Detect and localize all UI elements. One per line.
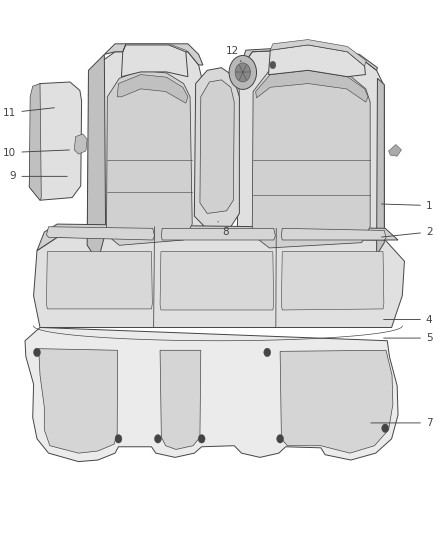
Polygon shape bbox=[160, 252, 274, 310]
Polygon shape bbox=[87, 54, 106, 261]
Circle shape bbox=[277, 434, 283, 443]
Text: 10: 10 bbox=[4, 148, 69, 158]
Polygon shape bbox=[74, 134, 87, 154]
Circle shape bbox=[382, 424, 389, 432]
Polygon shape bbox=[252, 66, 370, 248]
Polygon shape bbox=[39, 349, 118, 453]
Polygon shape bbox=[240, 46, 378, 70]
Polygon shape bbox=[123, 44, 188, 52]
Polygon shape bbox=[46, 227, 155, 240]
Polygon shape bbox=[160, 350, 201, 449]
Polygon shape bbox=[200, 80, 234, 214]
Circle shape bbox=[115, 434, 122, 443]
Polygon shape bbox=[37, 224, 398, 251]
Polygon shape bbox=[237, 49, 384, 261]
Polygon shape bbox=[29, 84, 41, 200]
Polygon shape bbox=[29, 82, 81, 200]
Polygon shape bbox=[281, 252, 384, 310]
Text: 2: 2 bbox=[381, 227, 432, 237]
Polygon shape bbox=[34, 237, 404, 327]
Polygon shape bbox=[270, 39, 366, 66]
Circle shape bbox=[34, 348, 40, 357]
Polygon shape bbox=[281, 228, 386, 240]
Polygon shape bbox=[104, 44, 203, 65]
Polygon shape bbox=[106, 70, 192, 245]
Polygon shape bbox=[161, 228, 276, 240]
Text: 8: 8 bbox=[218, 221, 229, 237]
Text: 4: 4 bbox=[384, 314, 432, 325]
Polygon shape bbox=[121, 45, 188, 77]
Circle shape bbox=[264, 348, 271, 357]
Polygon shape bbox=[374, 78, 384, 259]
Circle shape bbox=[270, 61, 276, 69]
Circle shape bbox=[155, 434, 161, 443]
Polygon shape bbox=[268, 45, 365, 77]
Polygon shape bbox=[389, 144, 402, 156]
Text: 9: 9 bbox=[10, 172, 67, 181]
Text: 1: 1 bbox=[381, 200, 432, 211]
Polygon shape bbox=[87, 52, 203, 261]
Polygon shape bbox=[25, 327, 398, 462]
Polygon shape bbox=[117, 75, 188, 103]
Circle shape bbox=[229, 55, 257, 90]
Text: 12: 12 bbox=[226, 46, 241, 62]
Text: 11: 11 bbox=[3, 108, 54, 118]
Circle shape bbox=[235, 63, 251, 82]
Polygon shape bbox=[256, 70, 368, 102]
Polygon shape bbox=[280, 350, 393, 453]
Text: 7: 7 bbox=[371, 418, 432, 428]
Text: 5: 5 bbox=[384, 333, 432, 343]
Polygon shape bbox=[46, 252, 152, 309]
Polygon shape bbox=[194, 68, 240, 229]
Circle shape bbox=[198, 434, 205, 443]
